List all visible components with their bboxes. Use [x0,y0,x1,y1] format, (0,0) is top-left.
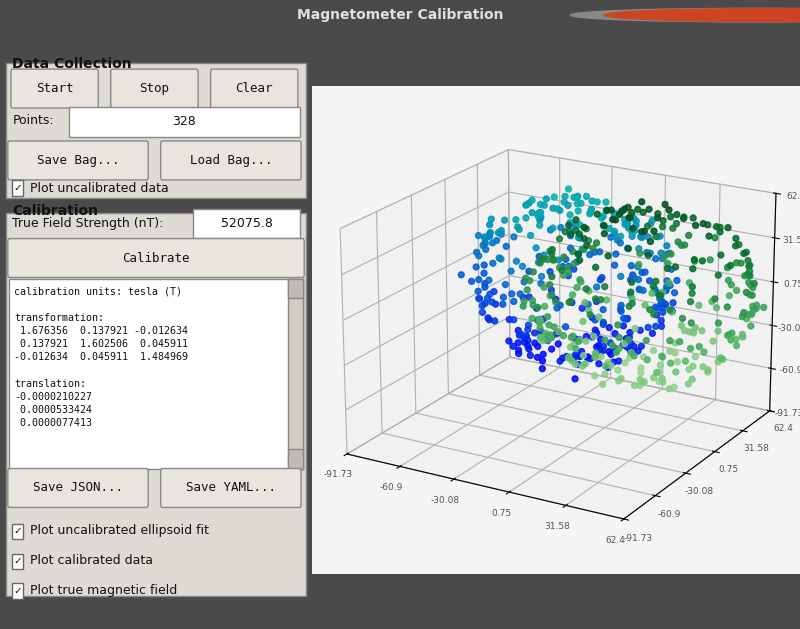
Text: Start: Start [36,82,74,95]
FancyBboxPatch shape [6,63,306,198]
Text: Calibration: Calibration [13,204,98,218]
FancyBboxPatch shape [8,141,148,180]
FancyBboxPatch shape [161,469,301,508]
FancyBboxPatch shape [210,69,298,108]
Text: Plot uncalibrated data: Plot uncalibrated data [30,182,168,195]
FancyBboxPatch shape [11,69,98,108]
FancyBboxPatch shape [13,523,22,539]
FancyBboxPatch shape [10,279,302,469]
Text: 328: 328 [172,114,196,128]
FancyBboxPatch shape [69,107,299,136]
Text: Magnetometer Calibration: Magnetometer Calibration [297,8,503,22]
FancyBboxPatch shape [288,279,302,469]
Text: Data Collection: Data Collection [13,57,132,71]
Text: Load Bag...: Load Bag... [190,154,272,167]
FancyBboxPatch shape [13,554,22,569]
FancyBboxPatch shape [110,69,198,108]
Text: Save Bag...: Save Bag... [37,154,119,167]
FancyBboxPatch shape [6,213,306,596]
Text: True Field Strength (nT):: True Field Strength (nT): [13,216,164,230]
Text: Plot true magnetic field: Plot true magnetic field [30,584,177,597]
FancyBboxPatch shape [13,584,22,599]
Circle shape [604,8,800,22]
FancyBboxPatch shape [288,449,302,469]
Circle shape [570,8,800,22]
Text: Save YAML...: Save YAML... [186,481,276,494]
Text: Plot calibrated data: Plot calibrated data [30,554,153,567]
Text: calibration units: tesla (T)

transformation:
 1.676356  0.137921 -0.012634
 0.1: calibration units: tesla (T) transformat… [14,286,188,428]
Text: ✓: ✓ [13,556,22,566]
FancyBboxPatch shape [194,209,299,238]
FancyBboxPatch shape [8,238,304,277]
Text: Points:: Points: [13,113,54,126]
FancyBboxPatch shape [13,181,22,196]
Text: Save JSON...: Save JSON... [33,481,123,494]
Text: Stop: Stop [139,82,170,95]
FancyBboxPatch shape [161,141,301,180]
FancyBboxPatch shape [8,469,148,508]
Text: ✓: ✓ [13,526,22,537]
Text: Plot uncalibrated ellipsoid fit: Plot uncalibrated ellipsoid fit [30,525,209,537]
Text: ✓: ✓ [13,586,22,596]
Text: Calibrate: Calibrate [122,252,190,265]
Text: ✓: ✓ [13,183,22,193]
FancyBboxPatch shape [288,279,302,298]
Circle shape [586,8,800,22]
Text: 52075.8: 52075.8 [221,217,273,230]
Text: Clear: Clear [235,82,273,95]
